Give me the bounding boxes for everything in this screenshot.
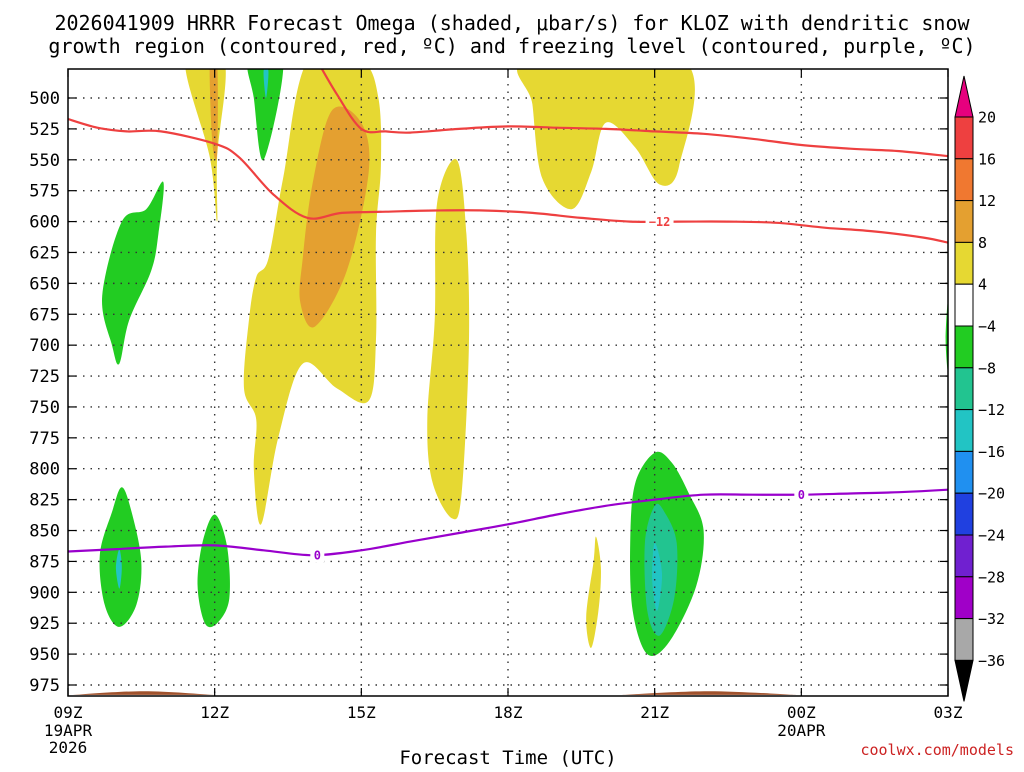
x-tick-label-09Z: 09Z xyxy=(54,703,83,722)
y-tick-label-750: 750 xyxy=(29,398,60,418)
colorbar-bin-top-arrow xyxy=(954,75,974,118)
colorbar-label-5: −4 xyxy=(978,318,996,336)
colorbar-bin-8 xyxy=(954,409,974,452)
x-tick-sublabel-09Z: 19APR xyxy=(44,721,93,740)
omega-lift-c xyxy=(427,159,470,520)
colorbar-label-4: 4 xyxy=(978,276,987,294)
colorbar-bin-4 xyxy=(954,241,974,285)
terrain-bump-2 xyxy=(620,691,797,695)
freezing-level-label-1: 0 xyxy=(314,549,321,563)
y-tick-label-550: 550 xyxy=(29,151,60,171)
x-tick-label-18Z: 18Z xyxy=(494,703,523,722)
x-tick-label-15Z: 15Z xyxy=(347,703,376,722)
colorbar-bin-6 xyxy=(954,325,974,369)
y-tick-label-950: 950 xyxy=(29,645,60,665)
y-tick-label-650: 650 xyxy=(29,274,60,294)
y-tick-label-525: 525 xyxy=(29,120,60,140)
credit-text: coolwx.com/models xyxy=(860,741,1014,759)
colorbar-bin-13 xyxy=(954,618,974,661)
omega-lift-a-core xyxy=(209,69,218,160)
colorbar-bin-11 xyxy=(954,534,974,578)
x-tick-year-09Z: 2026 xyxy=(49,738,88,757)
omega-lift-d xyxy=(517,69,695,210)
freezing-level-label-2: 0 xyxy=(798,488,805,502)
colorbar-bin-10 xyxy=(954,492,974,536)
colorbar-bin-5 xyxy=(954,283,974,327)
colorbar-bin-bottom-arrow xyxy=(954,659,974,702)
colorbar-label-11: −28 xyxy=(978,568,1005,586)
y-tick-label-925: 925 xyxy=(29,614,60,634)
colorbar-label-12: −32 xyxy=(978,610,1005,628)
y-tick-label-500: 500 xyxy=(29,89,60,109)
dgz-lower-line-label-bg xyxy=(645,214,674,229)
y-tick-label-975: 975 xyxy=(29,676,60,696)
x-tick-label-12Z: 12Z xyxy=(200,703,229,722)
colorbar-bin-9 xyxy=(954,450,974,494)
colorbar-label-10: −24 xyxy=(978,527,1005,545)
y-tick-label-675: 675 xyxy=(29,305,60,325)
omega-sink-b xyxy=(247,69,284,160)
y-tick-label-825: 825 xyxy=(29,491,60,511)
colorbar-label-2: 12 xyxy=(978,192,996,210)
omega-sink-a xyxy=(102,181,164,365)
colorbar-label-1: 16 xyxy=(978,150,996,168)
y-tick-label-850: 850 xyxy=(29,522,60,542)
y-tick-label-800: 800 xyxy=(29,460,60,480)
terrain-bump-1 xyxy=(72,691,215,695)
dgz-lower-line xyxy=(320,69,948,158)
omega-shading xyxy=(72,69,948,695)
colorbar-label-6: −8 xyxy=(978,359,996,377)
colorbar-label-8: −16 xyxy=(978,443,1005,461)
dgz-upper-line xyxy=(68,117,948,244)
x-tick-label-03Z: 03Z xyxy=(934,703,963,722)
y-tick-label-700: 700 xyxy=(29,336,60,356)
omega-sink-e-core xyxy=(652,542,663,611)
y-tick-label-775: 775 xyxy=(29,429,60,449)
y-tick-label-625: 625 xyxy=(29,243,60,263)
colorbar-label-0: 20 xyxy=(978,109,996,127)
colorbar-label-13: −36 xyxy=(978,652,1005,670)
colorbar-bin-12 xyxy=(954,576,974,620)
x-tick-sublabel-00Z: 20APR xyxy=(777,721,826,740)
colorbar-label-9: −20 xyxy=(978,485,1005,503)
x-axis-label: Forecast Time (UTC) xyxy=(399,747,616,768)
omega-sink-b-core xyxy=(263,69,269,98)
y-tick-label-875: 875 xyxy=(29,552,60,572)
colorbar-bin-1 xyxy=(954,116,974,160)
freezing-level-label-bg-2 xyxy=(794,487,809,502)
y-tick-label-600: 600 xyxy=(29,213,60,233)
freezing-level-label-bg-1 xyxy=(310,548,325,563)
colorbar-bin-2 xyxy=(954,158,974,202)
x-tick-label-21Z: 21Z xyxy=(640,703,669,722)
y-tick-label-575: 575 xyxy=(29,182,60,202)
colorbar-bin-3 xyxy=(954,200,974,243)
chart-title-line-2: growth region (contoured, red, ºC) and f… xyxy=(48,34,975,58)
omega-sink-d xyxy=(197,514,230,628)
colorbar-label-7: −12 xyxy=(978,401,1005,419)
colorbar-bin-7 xyxy=(954,367,974,411)
colorbar-label-3: 8 xyxy=(978,234,987,252)
y-tick-label-900: 900 xyxy=(29,583,60,603)
omega-sink-c-core xyxy=(115,549,122,589)
x-tick-label-00Z: 00Z xyxy=(787,703,816,722)
chart-title-line-1: 2026041909 HRRR Forecast Omega (shaded, … xyxy=(54,11,970,35)
omega-lift-b-core xyxy=(299,106,370,328)
dgz-lower-line-label: −12 xyxy=(649,215,671,229)
contour-lines: −12 0 0 xyxy=(68,69,948,563)
y-tick-label-725: 725 xyxy=(29,367,60,387)
